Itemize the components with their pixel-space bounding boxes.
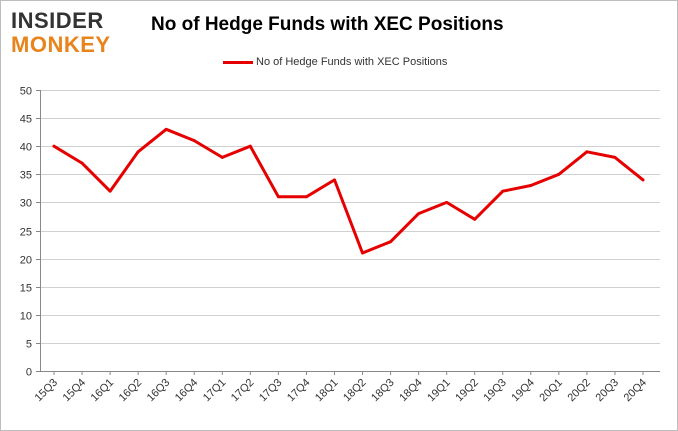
x-tick-labels: 15Q3 15Q4 16Q1 16Q2 16Q3 16Q4 17Q1 17Q2 17Q3 17Q4… — [33, 377, 650, 405]
data-point — [164, 127, 168, 131]
x-tick-label: 16Q1 — [89, 377, 117, 405]
logo-text-top: INSIDER — [11, 8, 104, 33]
x-tick-label: 17Q4 — [285, 377, 313, 405]
x-tick-label: 20Q3 — [594, 377, 622, 405]
x-tick-label: 18Q3 — [369, 377, 397, 405]
x-tick-label: 18Q2 — [341, 377, 369, 405]
y-tick-label: 0 — [26, 367, 32, 379]
x-tick-label: 20Q1 — [537, 377, 565, 405]
chart-legend: No of Hedge Funds with XEC Positions — [223, 55, 447, 69]
y-tick-label: 45 — [20, 114, 32, 126]
data-point — [501, 189, 505, 193]
data-point — [333, 178, 336, 182]
data-point — [389, 240, 392, 244]
data-point — [529, 184, 533, 187]
y-tick-label: 30 — [20, 198, 32, 210]
x-tick-label: 19Q3 — [481, 377, 509, 405]
series-line — [52, 127, 645, 255]
logo-text-bottom: MONKEY — [11, 32, 111, 57]
grid-layer — [40, 90, 660, 372]
data-point — [192, 139, 196, 142]
y-tick-label: 25 — [20, 227, 32, 239]
data-point — [613, 156, 617, 159]
data-point — [361, 251, 364, 255]
x-tick-label: 18Q4 — [397, 377, 425, 405]
insider-monkey-logo: INSIDER MONKEY — [11, 9, 129, 59]
data-point — [108, 189, 112, 193]
legend-swatch — [223, 60, 253, 64]
data-point — [473, 217, 477, 221]
x-tick-label: 19Q4 — [509, 377, 537, 405]
y-tick-label: 40 — [20, 142, 32, 154]
x-tick-label: 16Q2 — [117, 377, 145, 405]
data-point — [585, 150, 589, 154]
data-point — [445, 201, 449, 204]
series-layer — [52, 127, 645, 255]
y-tick-label: 5 — [26, 339, 32, 351]
axis-layer — [36, 90, 660, 375]
y-tick-labels: 0 5 10 15 20 25 30 35 40 45 50 — [20, 86, 32, 379]
x-tick-label: 17Q2 — [229, 377, 257, 405]
data-point — [136, 150, 140, 154]
data-point — [417, 212, 421, 216]
data-point — [80, 161, 84, 165]
x-tick-label: 17Q3 — [257, 377, 285, 405]
chart-title: No of Hedge Funds with XEC Positions — [151, 14, 504, 35]
data-point — [305, 195, 308, 199]
data-point — [557, 172, 561, 176]
x-tick-label: 15Q3 — [33, 377, 61, 405]
data-point — [276, 195, 280, 199]
x-tick-label: 19Q2 — [453, 377, 481, 405]
y-tick-label: 35 — [20, 170, 32, 182]
x-tick-label: 15Q4 — [61, 377, 89, 405]
x-tick-label: 20Q2 — [566, 377, 594, 405]
data-point — [52, 144, 56, 148]
x-tick-label: 16Q4 — [173, 377, 201, 405]
x-tick-label: 16Q3 — [145, 377, 173, 405]
x-tick-label: 20Q4 — [622, 377, 650, 405]
data-point — [641, 178, 645, 182]
x-tick-label: 18Q1 — [313, 377, 341, 405]
y-tick-label: 20 — [20, 255, 32, 267]
y-tick-label: 50 — [20, 86, 32, 98]
data-point — [248, 144, 252, 148]
legend-label: No of Hedge Funds with XEC Positions — [256, 56, 448, 68]
y-tick-label: 15 — [20, 283, 32, 295]
x-tick-label: 19Q1 — [425, 377, 453, 405]
x-tick-label: 17Q1 — [201, 377, 229, 405]
y-tick-label: 10 — [20, 311, 32, 323]
data-point — [220, 156, 224, 159]
